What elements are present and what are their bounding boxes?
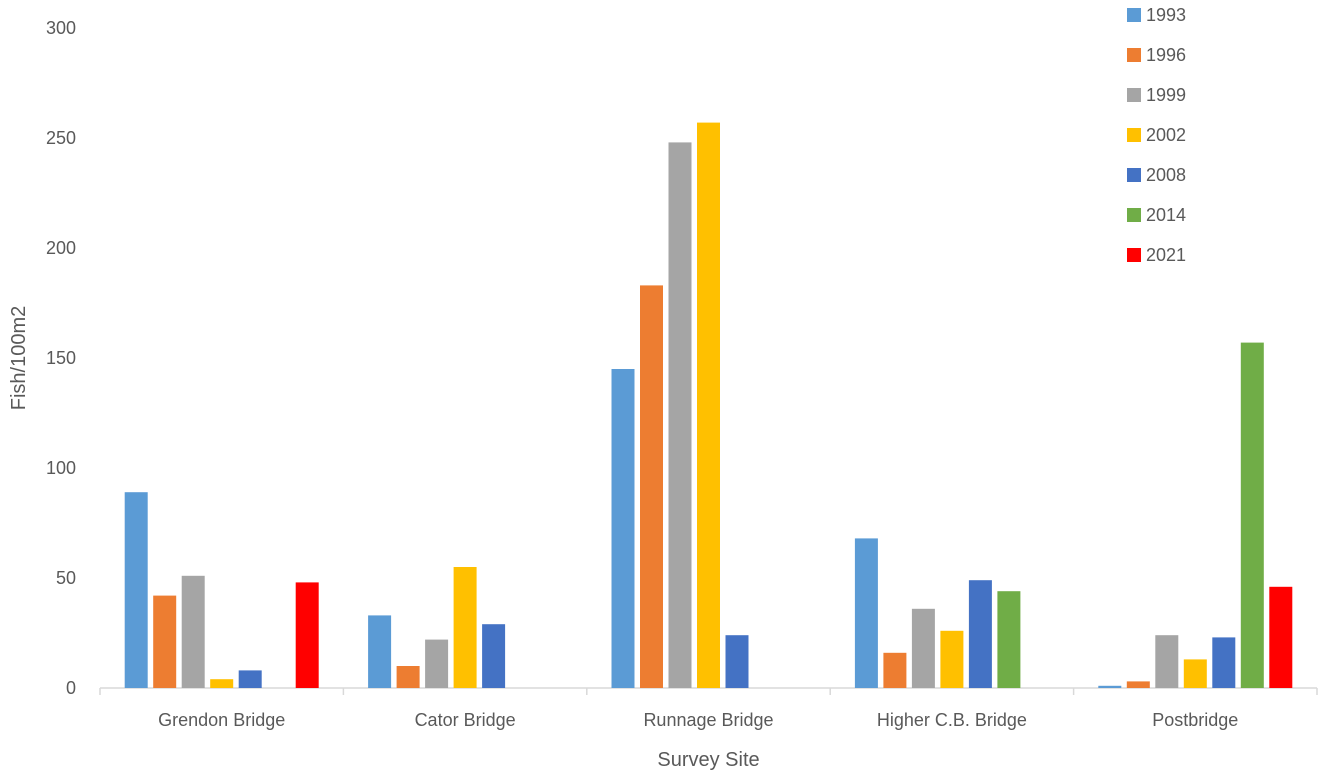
legend-label: 1999	[1146, 85, 1186, 105]
bar	[1183, 659, 1207, 688]
x-tick-label: Runnage Bridge	[643, 710, 773, 730]
legend-swatch	[1127, 8, 1141, 22]
y-tick-label: 0	[66, 678, 76, 698]
legend-swatch	[1127, 128, 1141, 142]
y-axis: 0 50 100 150 200 250 300	[46, 18, 76, 698]
legend-label: 2008	[1146, 165, 1186, 185]
y-axis-title: Fish/100m2	[8, 306, 30, 411]
bar	[997, 591, 1021, 688]
bar	[1240, 342, 1264, 688]
bar	[1098, 685, 1122, 688]
y-tick-label: 50	[56, 568, 76, 588]
bar	[668, 142, 692, 688]
x-axis-title: Survey Site	[657, 749, 759, 771]
bar	[210, 679, 234, 688]
bar	[453, 567, 477, 688]
legend-label: 2021	[1146, 245, 1186, 265]
bar	[124, 492, 148, 688]
bars	[124, 122, 1293, 689]
bar	[1155, 635, 1179, 688]
bar	[725, 635, 749, 688]
bar	[368, 615, 392, 688]
legend: 1993 1996 1999 2002 2008 2014 2021	[1127, 5, 1186, 265]
legend-swatch	[1127, 168, 1141, 182]
bar	[697, 122, 720, 689]
bar	[482, 624, 506, 688]
bar	[1212, 637, 1236, 688]
y-tick-label: 150	[46, 348, 76, 368]
bar	[396, 666, 420, 688]
y-tick-label: 100	[46, 458, 76, 478]
x-tick-label: Higher C.B. Bridge	[877, 710, 1027, 730]
x-tick-label: Postbridge	[1152, 710, 1238, 730]
x-axis: Grendon Bridge Cator Bridge Runnage Bridge…	[99, 687, 1318, 730]
legend-label: 1996	[1146, 45, 1186, 65]
legend-label: 1993	[1146, 5, 1186, 25]
bar	[640, 285, 663, 688]
x-tick-label: Grendon Bridge	[158, 710, 285, 730]
legend-swatch	[1127, 208, 1141, 222]
bar	[238, 670, 262, 688]
bar	[883, 652, 907, 688]
legend-label: 2002	[1146, 125, 1186, 145]
bar	[854, 538, 878, 688]
y-tick-label: 300	[46, 18, 76, 38]
y-tick-label: 250	[46, 128, 76, 148]
legend-label: 2014	[1146, 205, 1186, 225]
bar	[1269, 586, 1293, 688]
x-tick-label: Cator Bridge	[415, 710, 516, 730]
bar	[153, 595, 177, 688]
bar	[181, 575, 205, 688]
legend-swatch	[1127, 88, 1141, 102]
bar	[940, 630, 964, 688]
legend-swatch	[1127, 248, 1141, 262]
bar	[295, 582, 319, 688]
bar	[1126, 681, 1150, 688]
bar	[425, 639, 449, 688]
bar	[968, 580, 992, 688]
bar	[611, 369, 635, 688]
bar	[911, 608, 935, 688]
legend-swatch	[1127, 48, 1141, 62]
y-tick-label: 200	[46, 238, 76, 258]
